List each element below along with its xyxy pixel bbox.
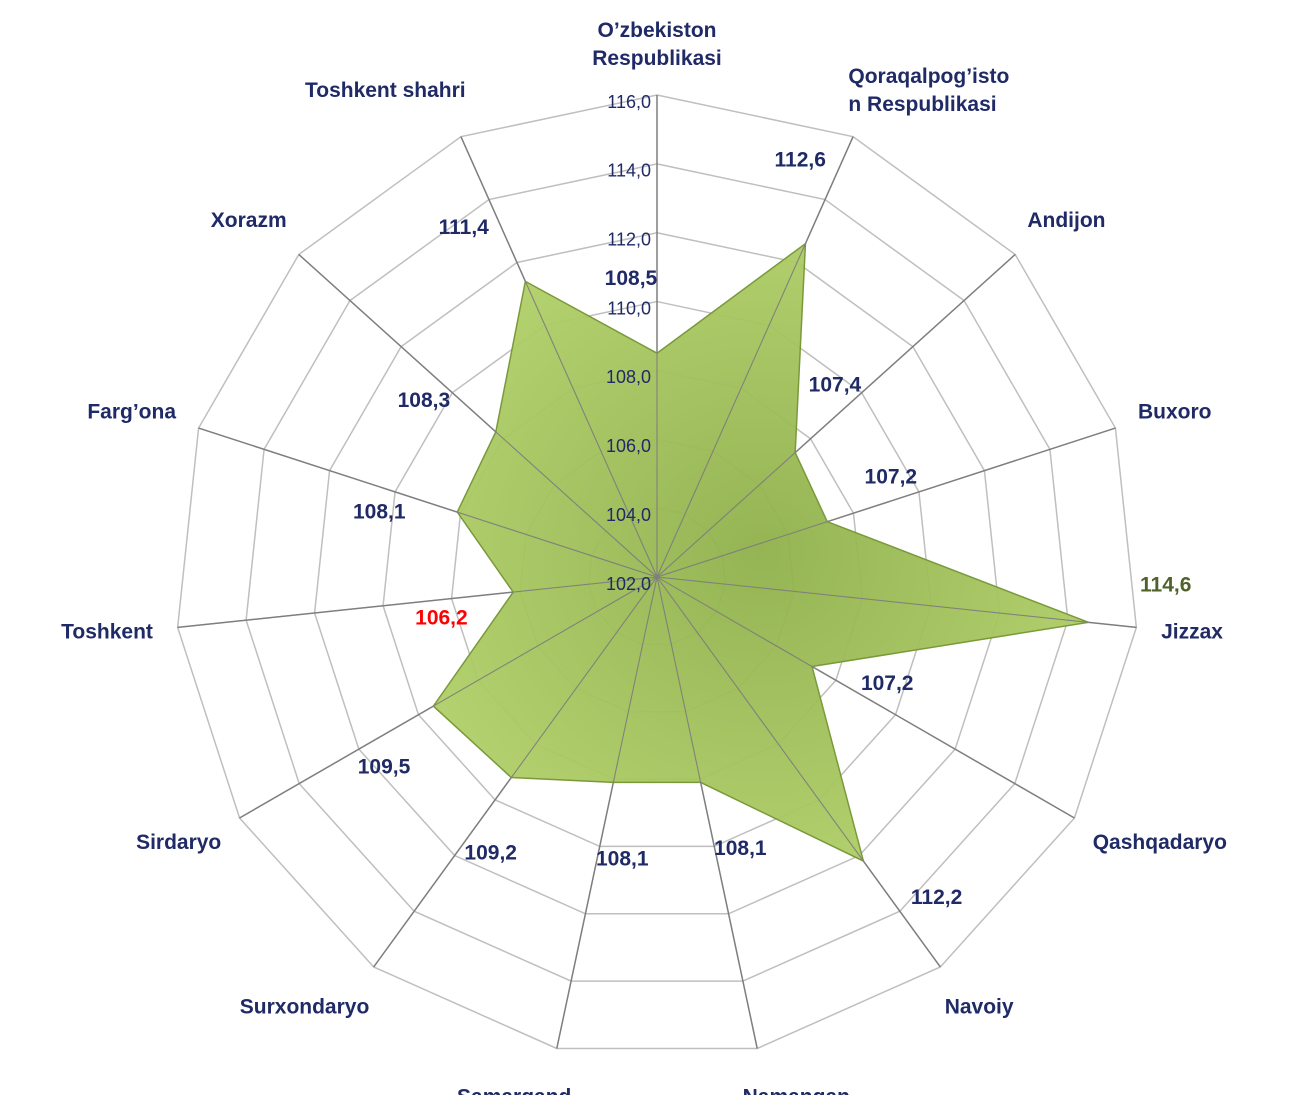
value-label: 114,6 — [1140, 573, 1191, 596]
y-tick-label: 112,0 — [607, 229, 651, 249]
category-label: Andijon — [1027, 209, 1105, 232]
axis-spoke-overlay — [298, 254, 658, 578]
category-label: Namangan — [743, 1085, 850, 1095]
category-label: Samarqand — [457, 1085, 571, 1095]
value-label: 107,2 — [861, 672, 914, 695]
axis-spoke-overlay — [656, 576, 758, 1049]
y-tick-label: 102,0 — [606, 574, 651, 594]
grid-ring — [245, 163, 1069, 982]
category-label-line: Toshkent — [61, 620, 153, 643]
grid-ring — [313, 231, 1001, 915]
category-label-line: Toshkent shahri — [305, 79, 466, 102]
y-tick-label: 114,0 — [607, 161, 651, 181]
category-label: Buxoro — [1138, 400, 1212, 423]
axis-spoke-overlay — [656, 427, 1116, 578]
category-label-line: Surxondaryo — [240, 995, 370, 1018]
grid-ring — [176, 94, 1138, 1050]
axis-spoke-overlay — [556, 576, 658, 1049]
value-label: 111,4 — [439, 216, 490, 239]
value-label: 108,5 — [605, 267, 658, 290]
category-label-line: Jizzax — [1161, 620, 1223, 643]
category-label: Qashqadaryo — [1093, 831, 1227, 854]
category-label: O’zbekiston Respublikasi — [592, 19, 722, 70]
axis-spoke-overlay — [373, 576, 658, 968]
value-label: 112,2 — [911, 886, 962, 909]
category-label-line: n Respublikasi — [848, 93, 996, 116]
value-label: 108,3 — [398, 389, 451, 412]
y-tick-label: 116,0 — [607, 92, 651, 112]
data-area — [432, 242, 1092, 863]
axis-spoke-overlay — [239, 576, 658, 819]
category-label-line: Qashqadaryo — [1093, 831, 1227, 854]
category-label: Qoraqalpog’isto n Respublikasi — [848, 65, 1009, 116]
category-label-line: Farg’ona — [87, 400, 176, 423]
value-label: 112,6 — [775, 149, 826, 172]
axis-spoke-overlay — [656, 136, 854, 578]
category-label-line: Navoiy — [945, 995, 1014, 1018]
grid-ring — [382, 300, 932, 848]
category-label-line: O’zbekiston — [597, 19, 716, 42]
value-label: 108,1 — [596, 847, 649, 870]
category-label-line: Sirdaryo — [136, 831, 221, 854]
axis-spoke-overlay — [177, 576, 658, 628]
category-label-line: Buxoro — [1138, 400, 1212, 423]
y-tick-label: 104,0 — [606, 505, 651, 525]
axis-spoke-overlay — [656, 576, 941, 968]
category-label-line: Namangan — [743, 1085, 850, 1095]
category-label: Farg’ona — [87, 400, 176, 423]
y-tick-label: 108,0 — [606, 367, 651, 387]
value-label: 109,2 — [464, 841, 517, 864]
category-label: Sirdaryo — [136, 831, 221, 854]
category-label-line: Qoraqalpog’isto — [848, 65, 1009, 88]
value-label: 106,2 — [415, 606, 468, 629]
category-label-line: Andijon — [1027, 209, 1105, 232]
axis-spoke-overlay — [656, 254, 1016, 578]
category-label: Toshkent shahri — [305, 79, 466, 102]
value-label: 107,2 — [865, 465, 918, 488]
category-label: Jizzax — [1161, 620, 1223, 643]
category-label-line: Xorazm — [211, 209, 287, 232]
y-tick-label: 110,0 — [607, 298, 651, 318]
axis-spoke-overlay — [656, 576, 1137, 628]
value-label: 107,4 — [809, 374, 862, 397]
axis-spoke-overlay — [198, 427, 658, 578]
y-tick-label: 106,0 — [606, 436, 651, 456]
axis-spoke-overlay — [656, 576, 1075, 819]
value-label: 108,1 — [353, 500, 406, 523]
category-label-line: Samarqand — [457, 1085, 571, 1095]
axis-spoke-overlay — [460, 136, 658, 578]
category-label: Xorazm — [211, 209, 287, 232]
category-label: Surxondaryo — [240, 995, 370, 1018]
value-label: 109,5 — [358, 756, 411, 779]
category-label: Toshkent — [61, 620, 153, 643]
category-label: Navoiy — [945, 995, 1014, 1018]
category-label-line: Respublikasi — [592, 47, 722, 70]
value-label: 108,1 — [714, 837, 767, 860]
